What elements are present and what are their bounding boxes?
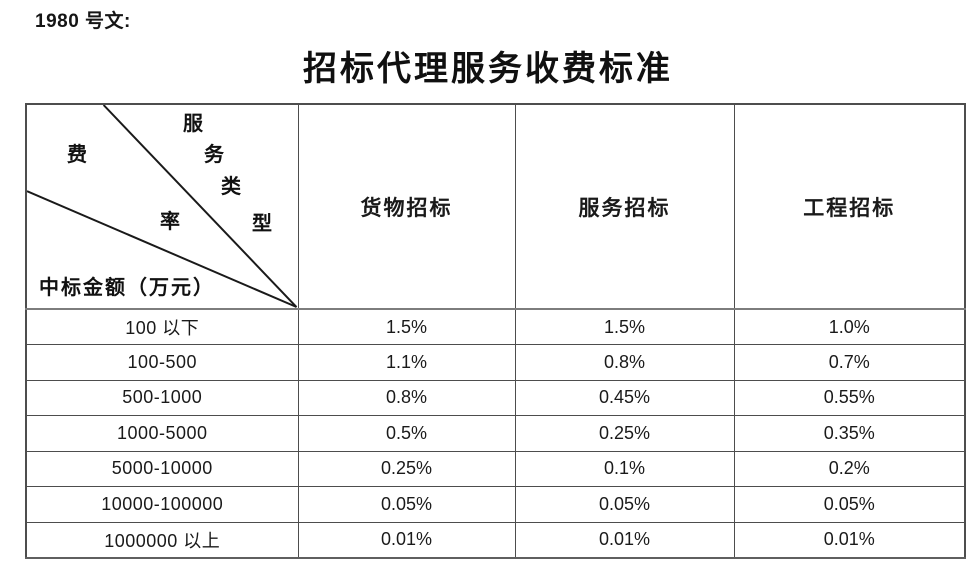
column-header-services-bidding: 服务招标 (514, 103, 735, 310)
rate-cell: 0.05% (297, 486, 516, 523)
corner-service-type-char: 服 (183, 113, 203, 135)
rate-cell: 0.01% (733, 521, 966, 559)
rate-cell: 0.25% (297, 450, 516, 487)
amount-range-cell: 5000-10000 (25, 450, 299, 487)
table-header-row: 服 务 类 型 费 率 中标金额（万元） 货物招标 服务招标 工程招标 (25, 103, 966, 310)
rate-cell: 0.45% (514, 379, 735, 416)
page-title: 招标代理服务收费标准 (303, 51, 673, 88)
table-row: 5000-10000 0.25% 0.1% 0.2% (25, 450, 966, 487)
rate-cell: 1.5% (297, 308, 516, 345)
table-row: 100-500 1.1% 0.8% 0.7% (25, 344, 966, 381)
corner-service-type-char: 型 (252, 213, 272, 235)
diagonal-split-lines (27, 105, 297, 307)
rate-cell: 0.8% (514, 344, 735, 381)
doc-number-label: 1980 号文: (35, 11, 131, 32)
amount-range-cell: 500-1000 (25, 379, 299, 416)
rate-cell: 0.1% (514, 450, 735, 487)
rate-cell: 0.05% (514, 486, 735, 523)
amount-range-cell: 100-500 (25, 344, 299, 381)
corner-service-type-char: 务 (204, 144, 224, 166)
amount-range-cell: 10000-100000 (25, 486, 299, 523)
rate-cell: 0.01% (297, 521, 516, 559)
table-row: 10000-100000 0.05% 0.05% 0.05% (25, 486, 966, 523)
rate-cell: 0.55% (733, 379, 966, 416)
rate-cell: 1.1% (297, 344, 516, 381)
corner-fee-rate-char: 率 (160, 211, 180, 233)
corner-amount-label: 中标金额（万元） (39, 277, 215, 299)
rate-cell: 0.5% (297, 415, 516, 452)
amount-range-cell: 1000-5000 (25, 415, 299, 452)
rate-cell: 0.35% (733, 415, 966, 452)
rate-cell: 0.8% (297, 379, 516, 416)
column-header-works-bidding: 工程招标 (733, 103, 966, 310)
rate-cell: 1.0% (733, 308, 966, 345)
rate-cell: 0.05% (733, 486, 966, 523)
rate-cell: 0.2% (733, 450, 966, 487)
rate-cell: 0.25% (514, 415, 735, 452)
table-row: 100 以下 1.5% 1.5% 1.0% (25, 308, 966, 345)
table-row: 1000000 以上 0.01% 0.01% 0.01% (25, 521, 966, 559)
corner-fee-rate-char: 费 (67, 144, 87, 166)
column-header-goods-bidding: 货物招标 (297, 103, 516, 310)
rate-cell: 0.01% (514, 521, 735, 559)
rate-cell: 1.5% (514, 308, 735, 345)
fee-standard-table: 服 务 类 型 费 率 中标金额（万元） 货物招标 服务招标 工程招标 100 … (25, 103, 966, 559)
rate-cell: 0.7% (733, 344, 966, 381)
table-row: 1000-5000 0.5% 0.25% 0.35% (25, 415, 966, 452)
corner-service-type-char: 类 (221, 176, 241, 198)
table-row: 500-1000 0.8% 0.45% 0.55% (25, 379, 966, 416)
diagonal-header-cell: 服 务 类 型 费 率 中标金额（万元） (25, 103, 299, 310)
amount-range-cell: 100 以下 (25, 308, 299, 345)
amount-range-cell: 1000000 以上 (25, 521, 299, 559)
